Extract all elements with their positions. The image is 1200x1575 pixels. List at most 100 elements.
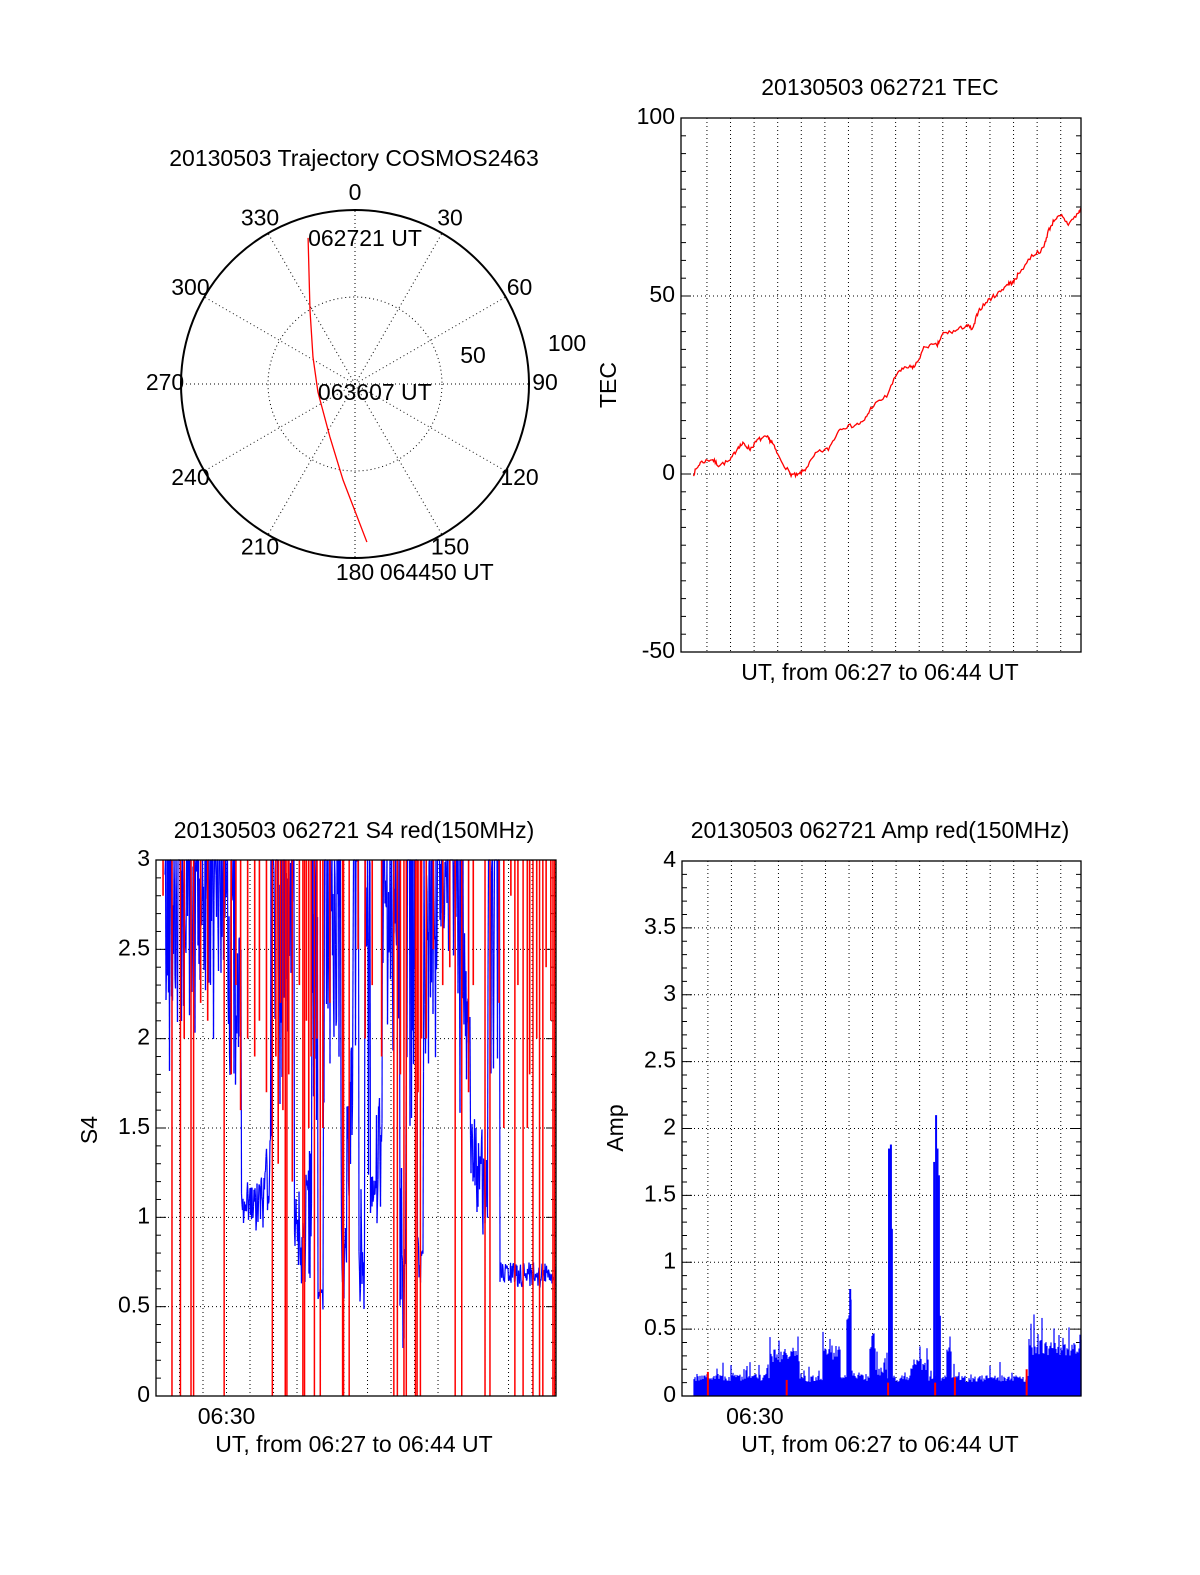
s4-blue-segment [384,880,387,907]
s4-blue-segment [505,1266,508,1269]
azimuth-grid-line [267,233,356,385]
s4-blue-segment [344,1228,347,1249]
s4-blue-segment [321,1289,324,1294]
azimuth-label: 90 [532,369,558,395]
amp-blue-peak [849,1289,852,1396]
s4-blue-segment [338,859,341,1057]
s4-blue-segment [480,1139,483,1164]
s4-blue-segment [247,1200,250,1220]
s4-blue-segment [235,1015,238,1025]
y-tick-label: 0.5 [118,1292,150,1318]
s4-blue-segment [194,864,197,1033]
s4-blue-segment [225,862,228,891]
s4-blue-segment [455,859,458,917]
x-axis-label: UT, from 06:27 to 06:44 UT [741,1431,1018,1457]
s4-blue-segment [470,1133,473,1174]
azimuth-label: 180 [336,559,374,585]
s4-blue-segment [426,890,429,941]
s4-blue-segment [369,862,372,1214]
s4-blue-segment [340,1108,343,1231]
s4-blue-segment [219,859,222,899]
s4-blue-segment [265,1148,268,1165]
s4-blue-segment [363,1243,366,1310]
s4-blue-segment [269,1139,271,1141]
s4-blue-segment [242,1213,245,1224]
s4-blue-segment [422,1071,425,1254]
s4-blue-segment [443,915,446,929]
amp-red-mark [785,1379,788,1396]
s4-blue-segment [360,1189,363,1235]
y-tick-label: 3 [663,980,676,1006]
s4-blue-segment [221,877,224,937]
s4-blue-segment [530,1269,533,1285]
s4-blue-segment [323,859,326,1103]
s4-blue-segment [333,859,336,876]
s4-blue-segment [463,933,466,991]
y-tick-label: 4 [663,846,676,872]
amp-blue-peak [933,1161,936,1396]
trajectory-time-label: 062721 UT [308,225,422,251]
s4-blue-segment [549,1276,552,1281]
s4-blue-segment [446,859,449,903]
s4-blue-segment [215,859,218,917]
s4-blue-segment [377,1106,380,1180]
y-tick-label: 1.5 [644,1180,676,1206]
s4-blue-segment [380,1123,383,1142]
s4-blue-segment [501,1264,504,1268]
s4-blue-segment [351,1105,354,1135]
s4-blue-segment [382,859,385,963]
s4-blue-segment [500,1262,503,1278]
s4-blue-segment [378,1098,381,1162]
s4-blue-segment [428,859,431,903]
s4-blue-segment [423,859,426,937]
s4-blue-segment [264,1156,267,1171]
y-tick-label: 2 [137,1024,150,1050]
y-tick-label: 1.5 [118,1113,150,1139]
s4-blue-segment [260,1177,263,1197]
s4-blue-segment [259,1180,262,1219]
s4-blue-segment [317,1297,320,1300]
s4-blue-segment [204,859,207,991]
s4-blue-segment [175,859,178,900]
y-tick-label: 2.5 [118,934,150,960]
s4-blue-segment [391,927,394,985]
s4-blue-segment [191,941,194,992]
s4-blue-segment [226,859,229,997]
s4-blue-segment [369,1188,372,1214]
y-tick-label: 0 [663,1381,676,1407]
s4-blue-segment [258,1184,261,1187]
s4-blue-segment [185,859,188,953]
s4-blue-segment [491,859,494,998]
s4-blue-segment [479,1156,482,1162]
y-tick-label: 1 [663,1247,676,1273]
s4-blue-segment [435,946,438,970]
s4-blue-segment [481,1129,484,1214]
s4-blue-segment [400,1168,403,1255]
y-tick-label: 3.5 [644,913,676,939]
amp-chart: 4 3.5 3 2.5 2 1.5 1 0.5 0 20130503 062721 Amp red… [602,817,1082,1457]
azimuth-label: 240 [171,464,209,490]
radial-label: 50 [460,342,486,368]
s4-blue-segment [333,859,336,1037]
amp-red-mark [953,1377,956,1396]
s4-blue-segment [251,1187,254,1214]
amp-blue-peak [935,1115,938,1396]
s4-blue-segment [397,859,400,1019]
s4-blue-segment [496,859,499,1059]
s4-blue-segment [459,859,462,1113]
s4-blue-segment [474,1145,477,1186]
s4-blue-segment [351,970,354,1106]
s4-blue-segment [255,1221,258,1231]
azimuth-label: 150 [431,534,469,560]
s4-blue-segment [462,859,465,992]
s4-blue-segment [173,859,176,887]
s4-blue-segment [469,1016,472,1136]
s4-blue-segment [520,1281,523,1286]
s4-chart: 3 2.5 2 1.5 1 0.5 0 20130503 062721 S4 red(150M… [76,817,557,1457]
azimuth-label: 0 [349,179,362,205]
s4-blue-segment [477,1143,480,1168]
s4-blue-segment [298,1231,301,1253]
s4-blue-segment [536,1272,539,1275]
s4-blue-segment [306,1180,309,1187]
s4-blue-segment [264,1170,267,1173]
